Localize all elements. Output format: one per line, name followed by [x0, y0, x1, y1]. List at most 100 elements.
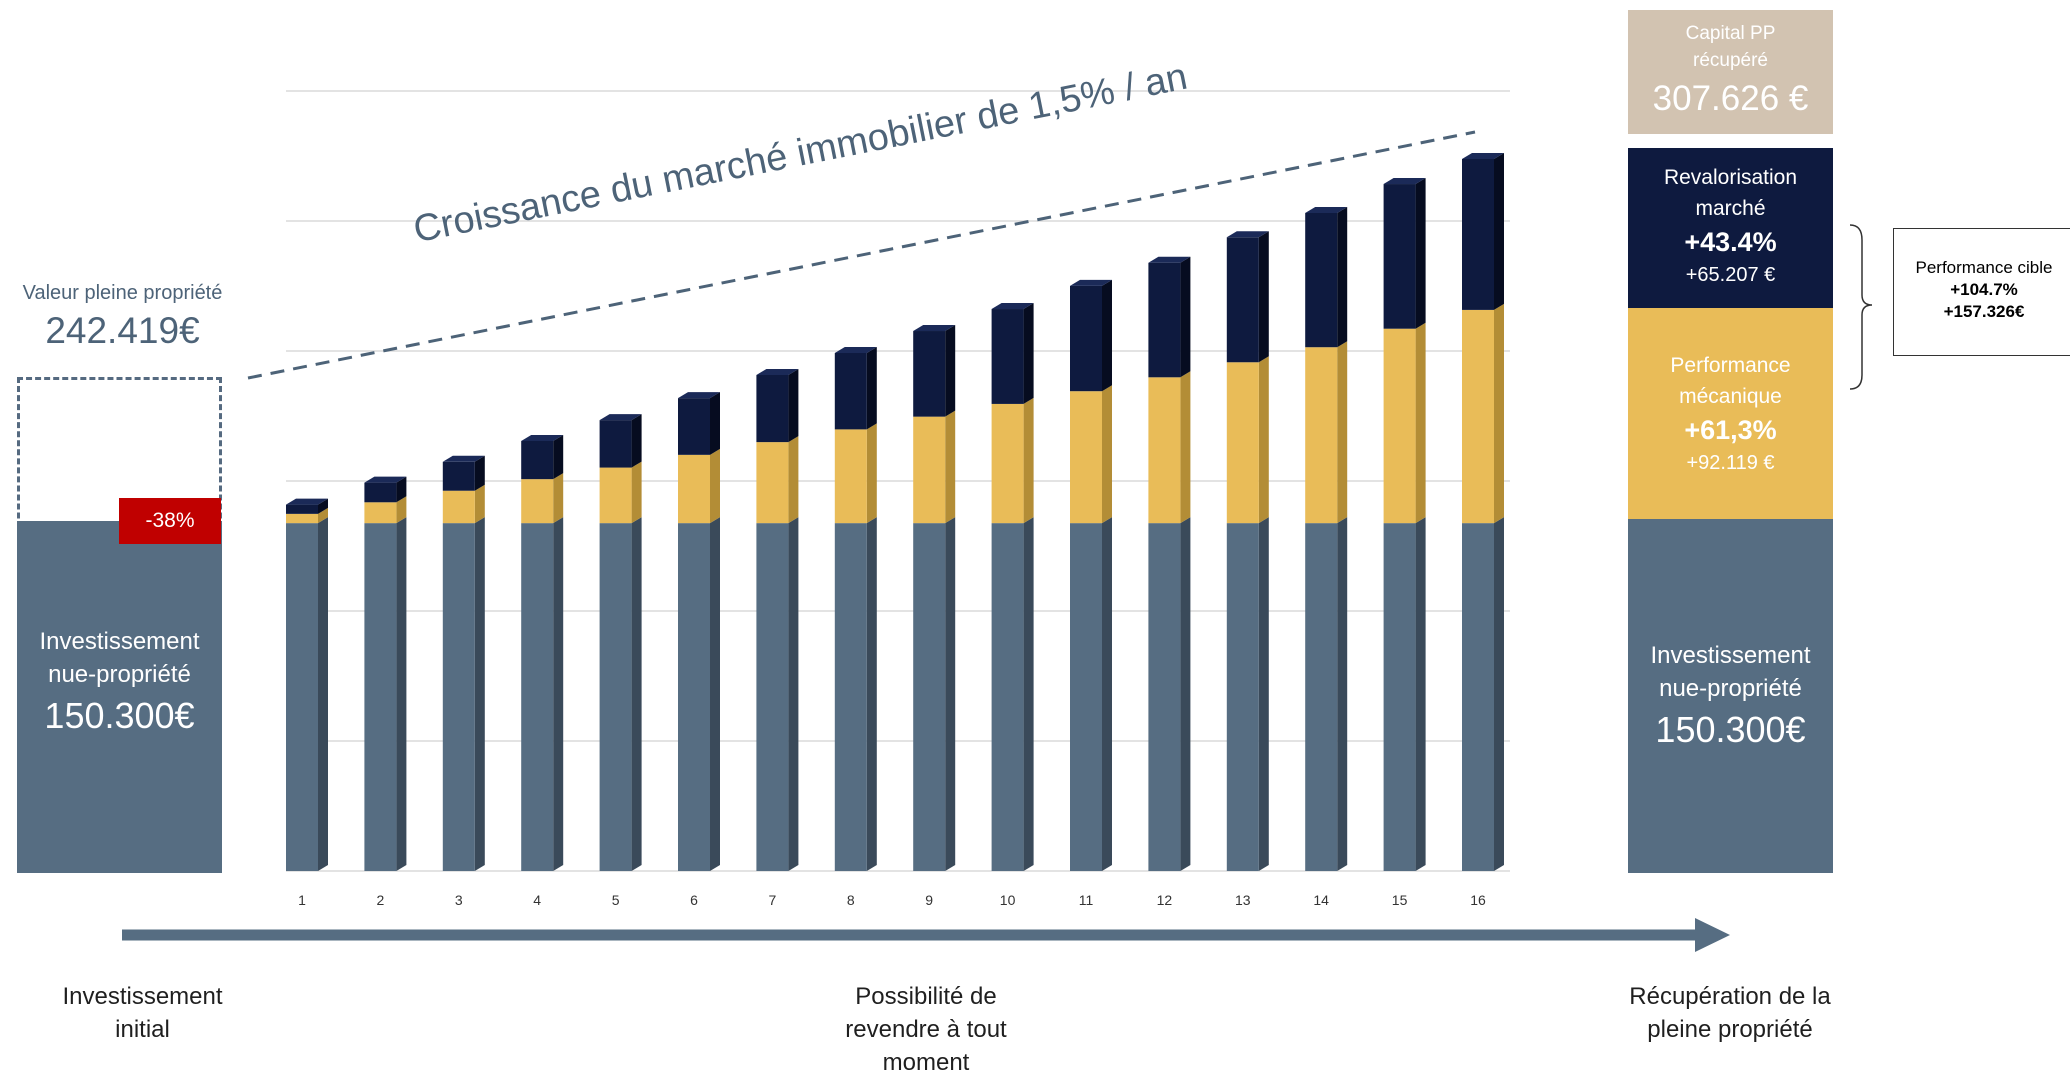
left-inv-value: 150.300€ [44, 695, 195, 736]
bar-segment-side [396, 496, 407, 524]
perf-brace [1849, 224, 1873, 390]
bottom-label-recovery: Récupération de la pleine propriété [1600, 980, 1860, 1046]
bar-segment-side [631, 414, 642, 468]
discount-badge: -38% [119, 498, 221, 544]
bar-top [1383, 178, 1426, 185]
bar-segment-mechanical [521, 479, 554, 524]
rev-value: +65.207 € [1685, 264, 1776, 286]
bar-segment-market [1070, 285, 1102, 392]
x-tick-label: 11 [1078, 892, 1094, 908]
right-investment-block: Investissement nue-propriété 150.300€ [1628, 519, 1833, 873]
mechanical-performance-box: Performance mécanique +61,3% +92.119 € [1628, 308, 1833, 519]
bar-segment-side [318, 507, 328, 524]
bar-segment-mechanical [599, 467, 632, 524]
bottom-label-resale: Possibilité de revendre à tout moment [786, 980, 1066, 1079]
bar-segment-mechanical [756, 442, 789, 524]
rev-line1: Revalorisation [1663, 166, 1798, 189]
bar-segment-mechanical [1383, 328, 1416, 524]
bar-segment-base [1226, 523, 1259, 871]
bar-segment-side [866, 423, 877, 524]
bar-segment-base [834, 523, 867, 871]
bar-segment-side [1180, 256, 1191, 378]
rev-line2: marché [1695, 197, 1766, 220]
bar-segment-mechanical [1305, 347, 1338, 524]
x-tick-label: 16 [1470, 892, 1486, 908]
bar-segment-side [1337, 206, 1348, 348]
bar-segment-market [913, 331, 946, 417]
bar-segment-side [1102, 279, 1112, 392]
gridlines [286, 90, 1510, 872]
bar-top [834, 347, 877, 354]
bar-segment-mechanical [364, 502, 397, 524]
bar-segment-side [1023, 517, 1034, 871]
x-tick-label: 1 [298, 892, 306, 908]
x-tick-label: 15 [1391, 892, 1408, 908]
x-tick-label: 5 [611, 892, 620, 908]
bar-segment-market [364, 482, 397, 503]
mec-pct: +61,3% [1684, 415, 1777, 445]
perf-value: +157.326€ [1943, 302, 2025, 321]
bar-top [1462, 152, 1504, 159]
bar-segment-mechanical [286, 513, 318, 524]
x-tick-label: 3 [454, 892, 463, 908]
perf-title: Performance cible [1915, 258, 2053, 277]
bar-segment-side [1180, 517, 1191, 871]
x-tick-label: 12 [1156, 892, 1173, 908]
bar-top [1148, 256, 1191, 263]
bar-top [1305, 206, 1348, 213]
pp-value-amount: 242.419€ [45, 310, 200, 351]
bar-segment-mechanical [1070, 391, 1102, 524]
bar-segment-side [1180, 371, 1191, 524]
bar-segment-mechanical [991, 403, 1024, 524]
bar-top [991, 303, 1034, 310]
bar-segment-mechanical [1462, 309, 1494, 524]
bar-segment-side [1102, 385, 1112, 524]
trend-line [247, 130, 1476, 380]
bar-segment-market [286, 504, 318, 514]
bar-segment-mechanical [1226, 362, 1259, 524]
bar-segment-side [1415, 178, 1426, 329]
left-inv-line1: Investissement [39, 628, 200, 655]
right-inv-value: 150.300€ [1655, 709, 1806, 750]
bar-segment-side [788, 517, 799, 871]
bottom-initial-line2: initial [115, 1016, 170, 1043]
bar-segment-side [945, 325, 956, 417]
x-tick-label: 7 [768, 892, 777, 908]
bar-segment-market [1226, 237, 1259, 363]
bar-segment-side [474, 484, 485, 524]
mec-line1: Performance [1670, 354, 1791, 377]
x-tick-label: 13 [1235, 892, 1251, 908]
timeline-arrow-head [1695, 918, 1730, 952]
bar-segment-base [991, 523, 1024, 871]
bar-segment-side [945, 410, 956, 524]
bar-segment-side [553, 517, 564, 871]
bar-segment-mechanical [913, 416, 946, 524]
pp-value-title: Valeur pleine propriété [22, 282, 223, 304]
bottom-resale-line3: moment [882, 1049, 970, 1076]
bar-segment-side [1494, 517, 1504, 871]
bar-segment-market [991, 309, 1024, 404]
bar-segment-side [1102, 517, 1112, 871]
bar-segment-base [1383, 523, 1416, 871]
bar-top [1226, 231, 1269, 238]
capital-line2: récupéré [1693, 50, 1768, 71]
bar-segment-market [756, 374, 789, 443]
bar-segment-side [631, 461, 642, 524]
x-tick-label: 4 [533, 892, 542, 908]
bar-top [442, 455, 485, 462]
x-tick-label: 8 [846, 892, 855, 908]
x-tick-label: 2 [376, 892, 385, 908]
bar-top [678, 392, 720, 399]
bottom-resale-line2: revendre à tout [845, 1016, 1007, 1043]
bar-segment-side [318, 517, 328, 871]
mec-line2: mécanique [1679, 385, 1782, 408]
bar-segment-side [396, 476, 407, 503]
x-tick-label: 9 [925, 892, 934, 908]
bar-segment-side [710, 517, 720, 871]
bar-segment-side [945, 517, 956, 871]
bar-segment-market [1305, 212, 1338, 348]
bar-segment-market [442, 461, 475, 491]
bar-top [599, 414, 642, 421]
bar-segment-base [1462, 523, 1494, 871]
